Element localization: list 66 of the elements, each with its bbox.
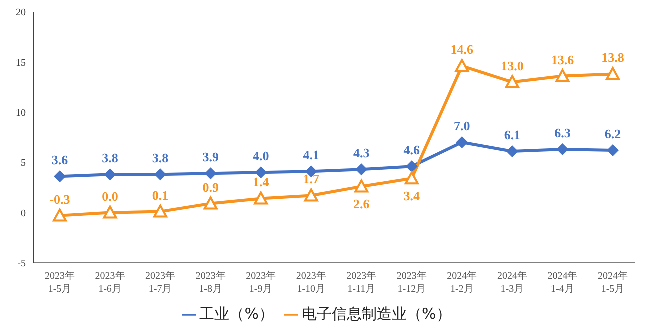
x-tick-label: 2024年 1-5月 [598,270,628,295]
data-label: 0.9 [202,180,220,195]
y-tick-label: 5 [21,158,26,170]
data-label: 4.1 [303,148,320,163]
data-label: 1.4 [252,174,270,190]
x-tick-label: 2024年 1-4月 [548,270,578,295]
data-label: 14.6 [450,42,474,58]
data-label: 4.3 [354,146,370,161]
data-label: 4.6 [404,142,421,158]
y-tick-label: -5 [18,258,26,270]
data-label: 3.8 [102,150,119,166]
data-label: 3.4 [404,188,421,204]
point [505,75,520,88]
point [506,146,518,158]
point [54,170,66,183]
data-label: 3.6 [52,152,69,168]
data-label: 0.1 [152,188,169,203]
point [204,168,217,180]
point [606,67,620,80]
point [103,206,118,219]
data-label: 6.2 [604,126,622,142]
x-tick-label: 2024年 1-2月 [447,270,478,295]
point [354,180,369,193]
x-tick-label: 2023年 1-12月 [396,270,427,295]
data-label: 6.1 [504,128,521,143]
data-label: 13.6 [551,52,575,68]
x-tick-label: 2024年 1-3月 [497,270,528,295]
point [607,144,619,157]
legend-label: 电子信息制造业（%） [302,305,452,323]
point [404,172,419,185]
point [556,144,569,156]
data-label: 7.0 [454,118,470,134]
y-tick-label: 20 [16,8,26,19]
data-label: 13.0 [501,58,524,74]
data-label: 3.9 [202,150,220,165]
y-tick-label: 15 [16,58,26,69]
point [455,59,470,72]
data-label: 0.0 [102,188,118,204]
point [556,69,570,82]
data-label: 3.8 [152,150,170,166]
point [456,136,468,149]
point [304,188,318,202]
y-tick-label: 0 [21,208,26,220]
x-tick-label: 2023年 1-6月 [95,270,126,295]
point [104,168,116,181]
x-tick-label: 2023年 1-7月 [146,270,176,295]
data-label: 4.0 [252,148,270,164]
point [204,196,218,210]
point [254,192,268,205]
data-label: 2.6 [354,196,370,212]
point [53,208,67,222]
point [406,160,418,173]
x-tick-label: 2023年 1-9月 [246,270,276,295]
x-tick-label: 2023年 1-10月 [296,270,326,295]
data-label: 1.7 [303,172,320,187]
point [356,164,368,176]
x-tick-label: 2023年 1-5月 [45,270,75,295]
legend-label: 工业（%） [200,305,274,323]
y-tick-label: 10 [16,108,26,119]
data-label: 13.8 [602,50,625,66]
point [154,204,168,218]
x-tick-label: 2023年 1-8月 [196,270,226,295]
data-label: 6.3 [554,126,572,141]
x-tick-label: 2023年 1-11月 [346,270,377,295]
point [154,168,167,181]
data-label: -0.3 [50,192,71,207]
